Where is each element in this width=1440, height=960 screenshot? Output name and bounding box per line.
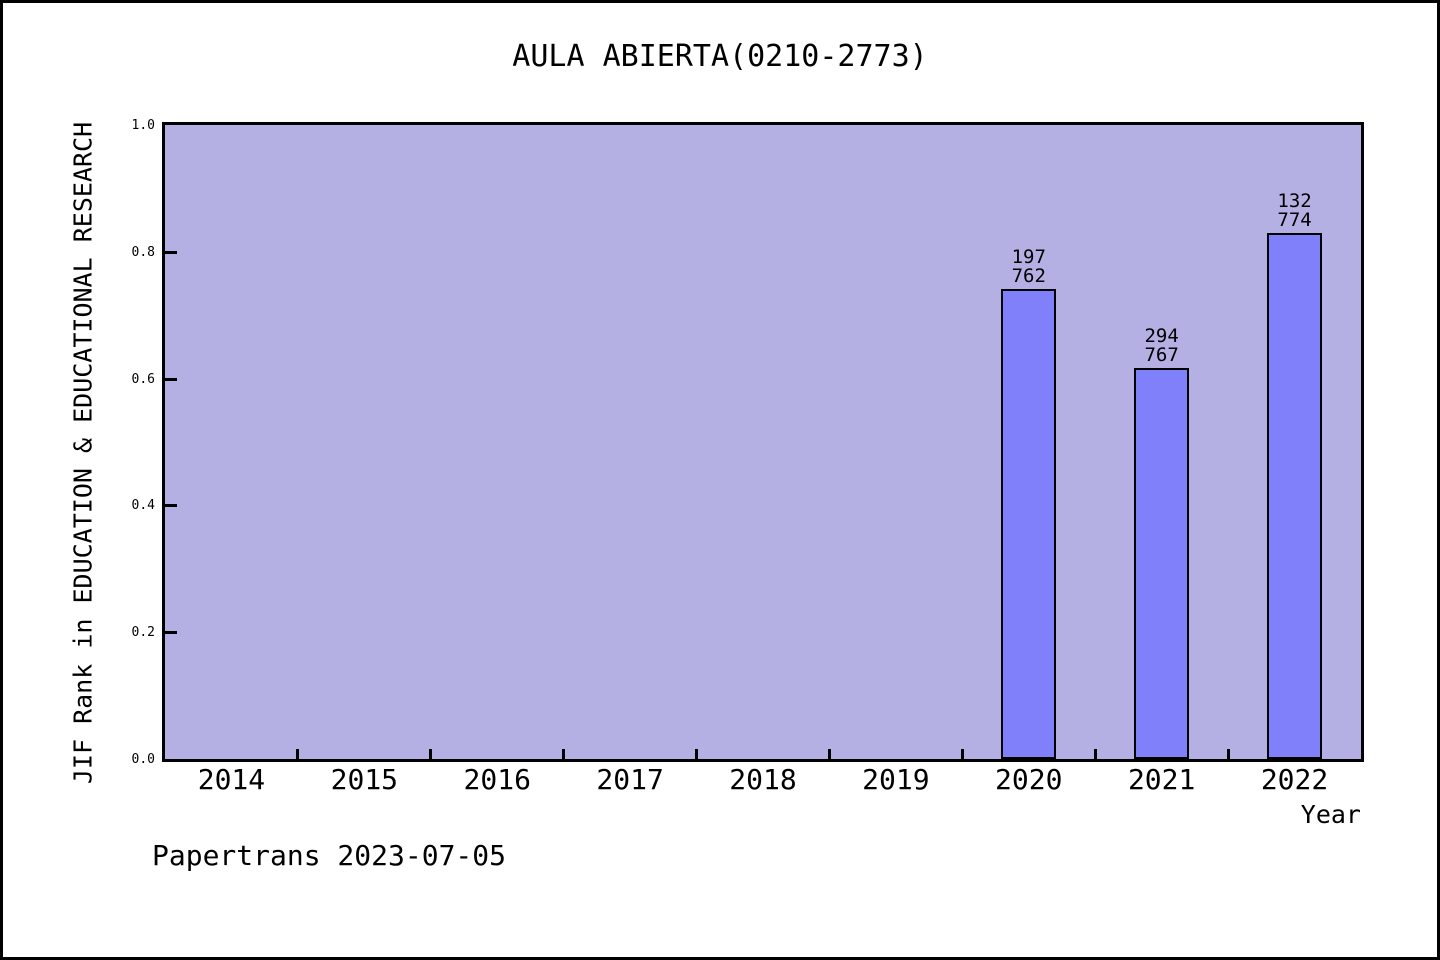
y-tick-label: 0.8 <box>131 244 155 260</box>
y-tick-mark <box>165 250 177 254</box>
x-tick-mark <box>960 749 964 759</box>
bar-2021 <box>1134 368 1190 759</box>
bar-label-rank: 294 <box>1144 325 1179 348</box>
bar-label-2020: 197 762 <box>969 245 1089 287</box>
y-tick-label: 0.6 <box>131 371 155 387</box>
x-tick-label: 2015 <box>330 763 399 796</box>
x-tick-mark <box>296 749 300 759</box>
bar-label-rank: 132 <box>1277 190 1312 213</box>
bar-label-total: 767 <box>1144 344 1179 367</box>
x-tick-mark <box>1226 749 1230 759</box>
x-tick-label: 2014 <box>197 763 266 796</box>
bar-label-2021: 294 767 <box>1102 327 1222 365</box>
x-tick-label: 2017 <box>596 763 664 796</box>
plot-area: 197 762 294 767 132 774 <box>162 122 1364 762</box>
x-tick-label: 2016 <box>463 763 531 796</box>
x-tick-label: 2022 <box>1260 763 1329 796</box>
bar-label-2022: 132 774 <box>1235 192 1355 230</box>
bar-label-total: 774 <box>1277 209 1312 232</box>
bar-label-rank: 197 <box>1011 245 1046 268</box>
y-tick-mark <box>165 504 177 508</box>
chart-title: AULA ABIERTA(0210-2773) <box>512 39 928 74</box>
x-tick-mark <box>562 749 566 759</box>
bar-2020 <box>1001 288 1057 759</box>
y-tick-label: 0.4 <box>131 498 155 514</box>
x-axis-label: Year <box>1300 800 1361 829</box>
x-tick-label: 2018 <box>729 763 797 796</box>
y-tick-label: 0.0 <box>131 752 155 767</box>
bar-label-total: 762 <box>1011 264 1046 287</box>
y-tick-mark <box>165 377 177 381</box>
y-axis-label: JIF Rank in EDUCATION & EDUCATIONAL RESE… <box>68 121 98 785</box>
x-tick-label: 2020 <box>995 763 1063 796</box>
x-tick-mark <box>429 749 433 759</box>
x-tick-mark <box>827 749 831 759</box>
x-tick-label: 2019 <box>862 763 930 796</box>
x-tick-label: 2021 <box>1127 763 1196 796</box>
watermark-text: Papertrans 2023-07-05 <box>152 839 507 872</box>
x-tick-mark <box>1093 749 1097 759</box>
x-tick-mark <box>695 749 699 759</box>
y-tick-label: 1.0 <box>131 118 155 133</box>
bar-2022 <box>1267 233 1323 759</box>
y-tick-mark <box>165 631 177 635</box>
y-tick-label: 0.2 <box>131 625 155 641</box>
